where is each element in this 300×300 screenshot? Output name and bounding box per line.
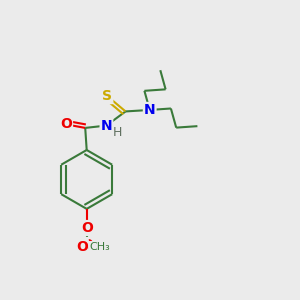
- Text: O: O: [60, 117, 72, 131]
- Text: N: N: [144, 103, 155, 117]
- Text: CH₃: CH₃: [89, 242, 110, 252]
- Text: O: O: [81, 238, 93, 252]
- Text: S: S: [102, 89, 112, 103]
- Text: O: O: [76, 240, 88, 254]
- Text: H: H: [113, 125, 122, 139]
- Text: N: N: [100, 118, 112, 133]
- Text: O: O: [81, 221, 93, 235]
